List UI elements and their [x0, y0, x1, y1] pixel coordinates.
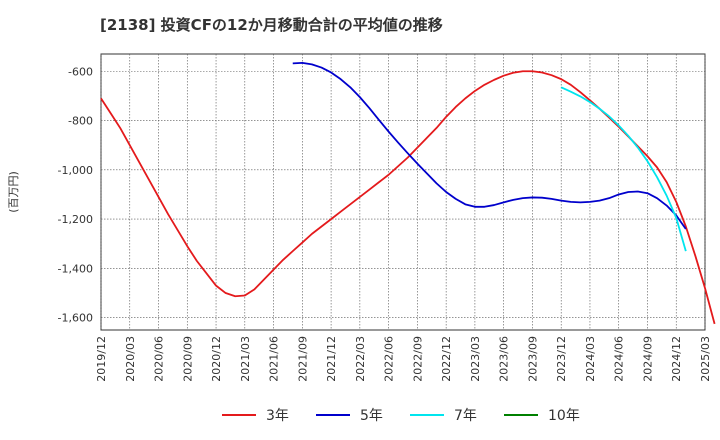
x-axis-ticks: 2019/12 2020/03 2020/06 2020/09 2020/12 2021/… — [95, 336, 712, 382]
x-tick-label: 2021/06 — [268, 336, 281, 382]
plot-frame — [100, 53, 706, 331]
x-tick-label: 2023/03 — [469, 336, 482, 382]
x-tick-label: 2022/06 — [383, 336, 396, 382]
x-tick-label: 2020/12 — [210, 336, 223, 382]
x-tick-label: 2019/12 — [95, 336, 108, 382]
y-tick-label: -1,600 — [58, 312, 93, 325]
x-tick-label: 2021/12 — [325, 336, 338, 382]
y-tick-label: -1,400 — [58, 262, 93, 275]
x-tick-label: 2020/06 — [153, 336, 166, 382]
x-tick-label: 2022/12 — [440, 336, 453, 382]
legend-label: 5年 — [360, 408, 383, 424]
legend-label: 7年 — [454, 408, 477, 424]
y-tick-label: -600 — [68, 65, 93, 78]
x-tick-label: 2020/09 — [181, 336, 194, 382]
chart-title: [2138] 投資CFの12か月移動合計の平均値の推移 — [100, 16, 443, 34]
x-tick-label: 2025/03 — [699, 336, 712, 382]
y-axis-ticks: -600 -800 -1,000 -1,200 -1,400 -1,600 — [58, 65, 93, 324]
x-tick-label: 2023/06 — [498, 336, 511, 382]
x-tick-label: 2024/06 — [613, 336, 626, 382]
legend: 3年 5年 7年 10年 — [222, 408, 580, 424]
y-axis-label: (百万円) — [7, 171, 20, 213]
plot-area — [100, 53, 706, 331]
y-tick-label: -1,200 — [58, 213, 93, 226]
x-tick-label: 2022/03 — [354, 336, 367, 382]
y-tick-label: -800 — [68, 115, 93, 128]
x-tick-label: 2024/12 — [670, 336, 683, 382]
x-tick-label: 2024/09 — [641, 336, 654, 382]
series-line-3 — [560, 86, 687, 252]
series-group — [100, 61, 716, 325]
y-tick-label: -1,000 — [58, 164, 93, 177]
x-tick-label: 2021/03 — [239, 336, 252, 382]
legend-label: 10年 — [548, 408, 580, 424]
x-tick-label: 2021/09 — [296, 336, 309, 382]
x-tick-label: 2020/03 — [124, 336, 137, 382]
x-tick-label: 2023/12 — [555, 336, 568, 382]
legend-label: 3年 — [266, 408, 289, 424]
series-line-2 — [292, 61, 687, 230]
x-tick-label: 2022/09 — [411, 336, 424, 382]
x-tick-label: 2024/03 — [584, 336, 597, 382]
x-tick-label: 2023/09 — [526, 336, 539, 382]
